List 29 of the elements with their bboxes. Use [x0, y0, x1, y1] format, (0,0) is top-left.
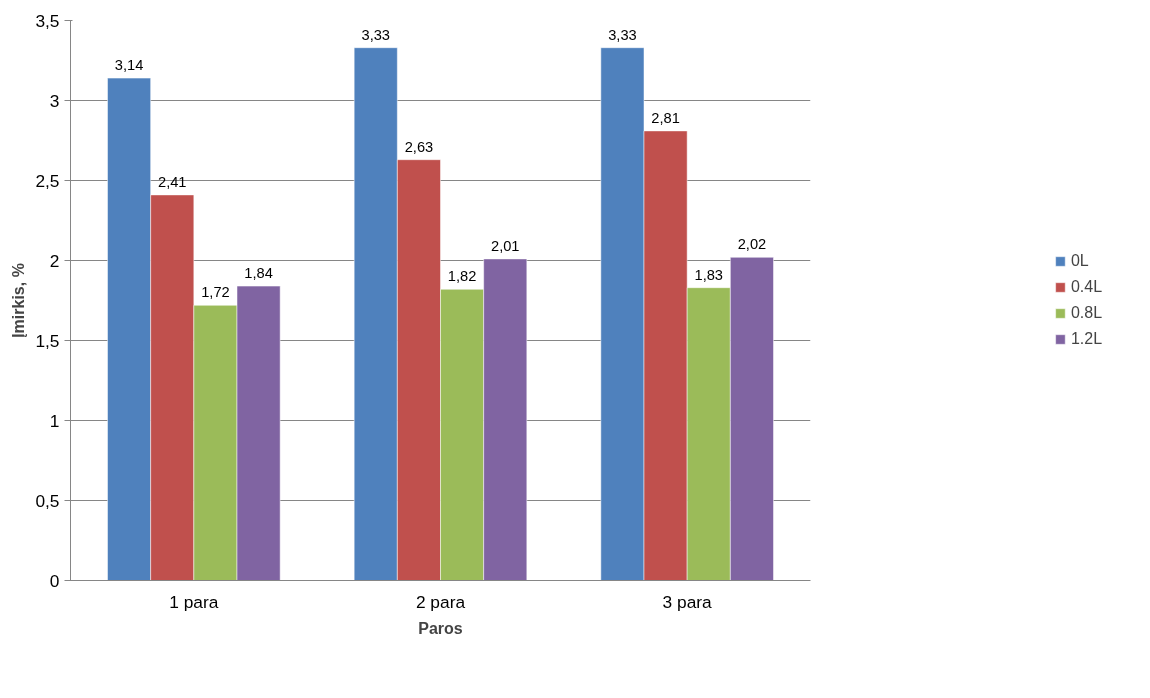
y-tick-label: 1,5	[35, 330, 60, 351]
data-label: 3,33	[361, 26, 391, 43]
data-label: 2,01	[490, 237, 520, 254]
data-label: 3,14	[114, 57, 144, 74]
data-label: 3,33	[608, 26, 637, 43]
y-tick-label: 0	[49, 570, 60, 591]
y-tick-label: 2	[49, 250, 60, 271]
y-tick-label: 2,5	[35, 170, 60, 191]
x-axis-title: Paros	[418, 619, 463, 637]
legend-label: 0.4L	[1070, 278, 1103, 296]
data-label: 2,81	[651, 109, 680, 126]
x-tick-label: 2 para	[415, 591, 466, 612]
data-label: 2,63	[404, 138, 434, 155]
data-label: 1,83	[694, 266, 724, 283]
legend-label: 1.2L	[1070, 330, 1103, 348]
y-tick-label: 1	[49, 410, 60, 431]
data-label: 1,72	[201, 284, 230, 301]
y-axis-title: Įmirkis, %	[10, 263, 28, 338]
data-label: 1,82	[447, 268, 477, 285]
data-label: 1,84	[244, 265, 273, 282]
data-label: 2,41	[157, 173, 187, 190]
data-label: 2,02	[737, 236, 767, 253]
x-tick-label: 3 para	[662, 591, 713, 612]
legend-label: 0L	[1070, 252, 1090, 270]
x-tick-label: 1 para	[169, 591, 219, 612]
y-tick-label: 0,5	[35, 490, 60, 511]
y-tick-label: 3	[49, 90, 60, 111]
y-tick-label: 3,5	[35, 10, 60, 31]
legend-label: 0.8L	[1070, 304, 1103, 322]
